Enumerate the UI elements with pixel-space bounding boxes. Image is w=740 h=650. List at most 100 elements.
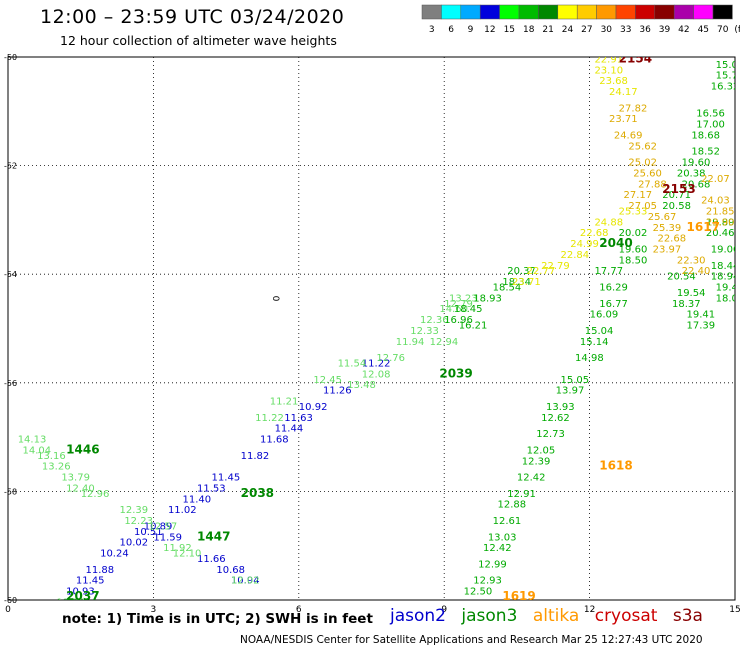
swh-value-label: 11.88 [86, 565, 115, 576]
swh-value-label: 11.45 [76, 576, 105, 587]
swh-value-label: 22.77 [527, 266, 556, 277]
colorbar-swatch [693, 4, 714, 20]
plot-frame [7, 56, 736, 601]
swh-value-label: 18.0 [716, 293, 738, 304]
swh-value-label: 22.30 [677, 255, 706, 266]
colorbar-swatch [499, 4, 520, 20]
colorbar-swatch [576, 4, 597, 20]
colorbar-tick-label: 24 [562, 25, 574, 35]
swh-value-label: 11.59 [153, 532, 182, 543]
pass-id-label: 1617 [687, 220, 720, 234]
swh-value-label: 25.60 [633, 168, 662, 179]
swh-value-label: 20.37 [507, 266, 536, 277]
swh-value-label: 22.68 [657, 234, 686, 245]
swh-value-label: 21.85 [706, 206, 735, 217]
y-tick-label: -58 [4, 487, 17, 496]
swh-value-label: 11.22 [255, 413, 284, 424]
swh-value-label: 20.02 [619, 228, 648, 239]
swh-value-label: 12.08 [362, 369, 391, 380]
swh-value-label: 10.89 [144, 521, 173, 532]
colorbar-tick-label: 30 [601, 25, 613, 35]
colorbar-tick-label: 15 [504, 25, 515, 35]
swh-value-label: 17.39 [687, 321, 716, 332]
x-tick-label: 6 [296, 605, 302, 615]
swh-value-label: 25.39 [653, 223, 682, 234]
swh-value-label: 11.82 [241, 451, 270, 462]
colorbar-tick-label: 21 [542, 25, 553, 35]
pass-id-label: 2038 [241, 486, 274, 500]
swh-value-label: 18.93 [473, 293, 502, 304]
swh-value-label: 17.00 [696, 120, 725, 131]
colorbar-tick-label: 27 [581, 25, 592, 35]
swh-value-label: 11.45 [212, 473, 241, 484]
swh-value-label: 11.44 [275, 424, 304, 435]
swh-value-label: 20.54 [667, 272, 696, 283]
legend-s3a: s3a [672, 606, 703, 626]
swh-value-label: 20.68 [682, 179, 711, 190]
swh-value-label: 10.24 [100, 549, 129, 560]
swh-value-label: 14.4 [720, 49, 740, 60]
swh-value-label: 11.22 [362, 359, 391, 370]
swh-value-label: 12.62 [541, 413, 570, 424]
swh-value-label: 18.54 [493, 282, 522, 293]
swh-value-label: 11.21 [270, 397, 299, 408]
swh-value-label: 13.97 [556, 386, 585, 397]
pass-id-label: 2154 [619, 51, 652, 65]
swh-value-label: 14.98 [575, 353, 604, 364]
colorbar-swatch [635, 4, 656, 20]
swh-value-label: 12.42 [483, 543, 512, 554]
pass-id-label: 1619 [502, 589, 535, 603]
swh-value-label: 12.94 [430, 337, 459, 348]
swh-value-label: 20.38 [677, 168, 706, 179]
swh-value-label: 13.48 [347, 380, 376, 391]
swh-value-label: 10.51 [134, 527, 163, 538]
colorbar-swatch [557, 4, 578, 20]
swh-value-label: 22.84 [561, 250, 590, 261]
colorbar-swatch [596, 4, 617, 20]
x-tick-label: 0 [5, 605, 11, 615]
swh-value-label: 12.73 [536, 429, 565, 440]
swh-value-label: 19.54 [677, 288, 706, 299]
swh-value-label: 12.88 [498, 500, 527, 511]
swh-value-label: 18.44 [711, 261, 740, 272]
swh-value-label: 13.79 [61, 473, 90, 484]
colorbar-unit: (ft) [734, 25, 740, 35]
colorbar-tick-label: 9 [468, 25, 474, 35]
colorbar-swatch [460, 4, 481, 20]
swh-value-label: 11.94 [396, 337, 425, 348]
swh-value-label: 11.68 [260, 435, 289, 446]
swh-value-label: 11.92 [163, 543, 192, 554]
pass-id-label: 2037 [66, 589, 99, 603]
colorbar-tick-label: 42 [678, 25, 689, 35]
swh-value-label: 24.88 [594, 217, 623, 228]
swh-value-label: 18.37 [672, 299, 701, 310]
colorbar-swatch [479, 4, 500, 20]
swh-value-label: 13.16 [37, 451, 66, 462]
swh-value-label: 12.45 [313, 375, 342, 386]
swh-value-label: 12.10 [173, 549, 202, 560]
swh-value-label: 12.91 [507, 489, 536, 500]
swh-value-label: 24.17 [609, 87, 638, 98]
swh-value-label: 12.33 [410, 326, 439, 337]
swh-value-label: 12.05 [527, 445, 556, 456]
colorbar-tick-label: 36 [639, 25, 651, 35]
swh-value-label: 16.56 [696, 109, 725, 120]
colorbar-tick-label: 3 [429, 25, 435, 35]
chart-subtitle: 12 hour collection of altimeter wave hei… [60, 33, 337, 48]
legend-jason3: jason3 [461, 606, 518, 626]
swh-value-label: 12.40 [66, 483, 95, 494]
legend-altika: altika [532, 606, 580, 626]
swh-value-label: 18.34 [502, 277, 531, 288]
swh-value-label: 12.02 [231, 576, 260, 587]
pass-id-label: 2040 [599, 236, 632, 250]
swh-value-label: 14.60 [439, 304, 468, 315]
swh-value-label: 13.94 [23, 619, 52, 630]
swh-value-label: 25.67 [648, 212, 677, 223]
swh-value-label: 19.00 [711, 244, 740, 255]
swh-value-label: 10.93 [66, 587, 95, 598]
swh-value-label: 24.99 [570, 239, 599, 250]
swh-value-label: 19.60 [619, 244, 648, 255]
swh-value-label: 12.42 [517, 473, 546, 484]
swh-value-label: 12.96 [81, 489, 110, 500]
swh-value-label: 12.61 [493, 516, 522, 527]
